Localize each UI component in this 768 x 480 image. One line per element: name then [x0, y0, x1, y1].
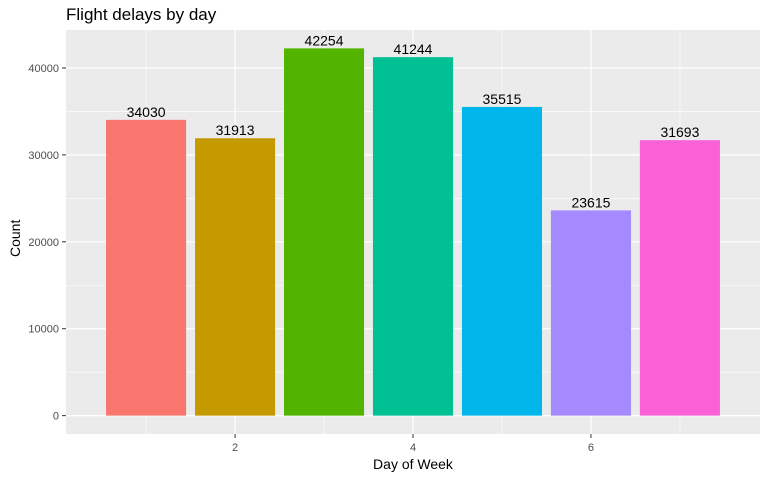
bar-value-label: 31693	[660, 124, 699, 140]
bar-day-1	[106, 119, 187, 416]
y-tick-label: 20000	[28, 237, 59, 249]
chart-title: Flight delays by day	[66, 5, 217, 24]
y-tick-label: 30000	[28, 150, 59, 162]
bar-day-4	[372, 57, 454, 416]
x-tick-label: 4	[410, 442, 416, 454]
x-tick-label: 2	[232, 442, 238, 454]
bar-day-5	[461, 106, 543, 416]
x-axis-title: Day of Week	[373, 456, 453, 472]
bar-value-label: 35515	[483, 91, 522, 107]
bar-day-7	[639, 140, 720, 416]
x-tick-label: 6	[588, 442, 594, 454]
bar-value-label: 23615	[571, 194, 610, 210]
bar-day-3	[283, 48, 365, 416]
bar-value-label: 42254	[305, 32, 344, 48]
bar-value-label: 41244	[394, 41, 433, 57]
y-tick-label: 10000	[28, 324, 59, 336]
y-tick-label: 0	[53, 411, 59, 423]
bar-value-label: 31913	[216, 122, 255, 138]
bar-day-6	[550, 210, 631, 416]
y-tick-label: 40000	[28, 63, 59, 75]
bar-day-2	[195, 138, 276, 416]
bar-value-label: 34030	[127, 104, 166, 120]
